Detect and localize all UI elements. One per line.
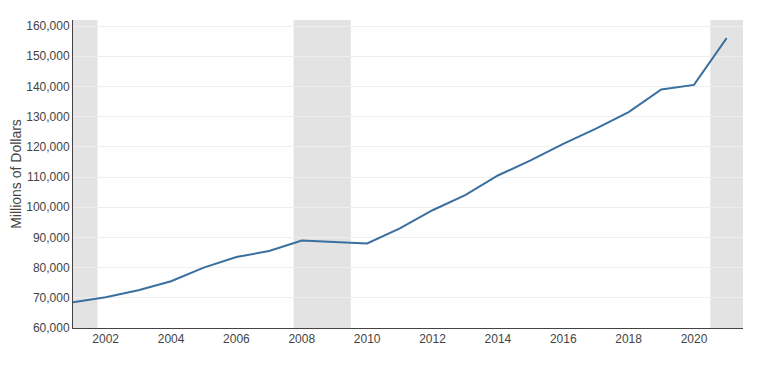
svg-text:2018: 2018 [615, 332, 642, 346]
svg-text:2006: 2006 [223, 332, 250, 346]
svg-text:2016: 2016 [550, 332, 577, 346]
svg-text:2010: 2010 [354, 332, 381, 346]
svg-text:140,000: 140,000 [26, 80, 70, 94]
svg-text:2002: 2002 [92, 332, 119, 346]
svg-text:120,000: 120,000 [26, 140, 70, 154]
svg-text:2012: 2012 [419, 332, 446, 346]
svg-text:100,000: 100,000 [26, 200, 70, 214]
svg-text:90,000: 90,000 [33, 231, 70, 245]
svg-text:2008: 2008 [288, 332, 315, 346]
svg-text:150,000: 150,000 [26, 49, 70, 63]
svg-text:2020: 2020 [681, 332, 708, 346]
svg-text:60,000: 60,000 [33, 321, 70, 335]
svg-text:160,000: 160,000 [26, 19, 70, 33]
svg-text:2014: 2014 [485, 332, 512, 346]
svg-text:Millions of Dollars: Millions of Dollars [8, 119, 24, 229]
svg-text:2004: 2004 [158, 332, 185, 346]
svg-text:80,000: 80,000 [33, 261, 70, 275]
svg-text:70,000: 70,000 [33, 291, 70, 305]
svg-text:130,000: 130,000 [26, 110, 70, 124]
svg-text:110,000: 110,000 [27, 170, 70, 184]
